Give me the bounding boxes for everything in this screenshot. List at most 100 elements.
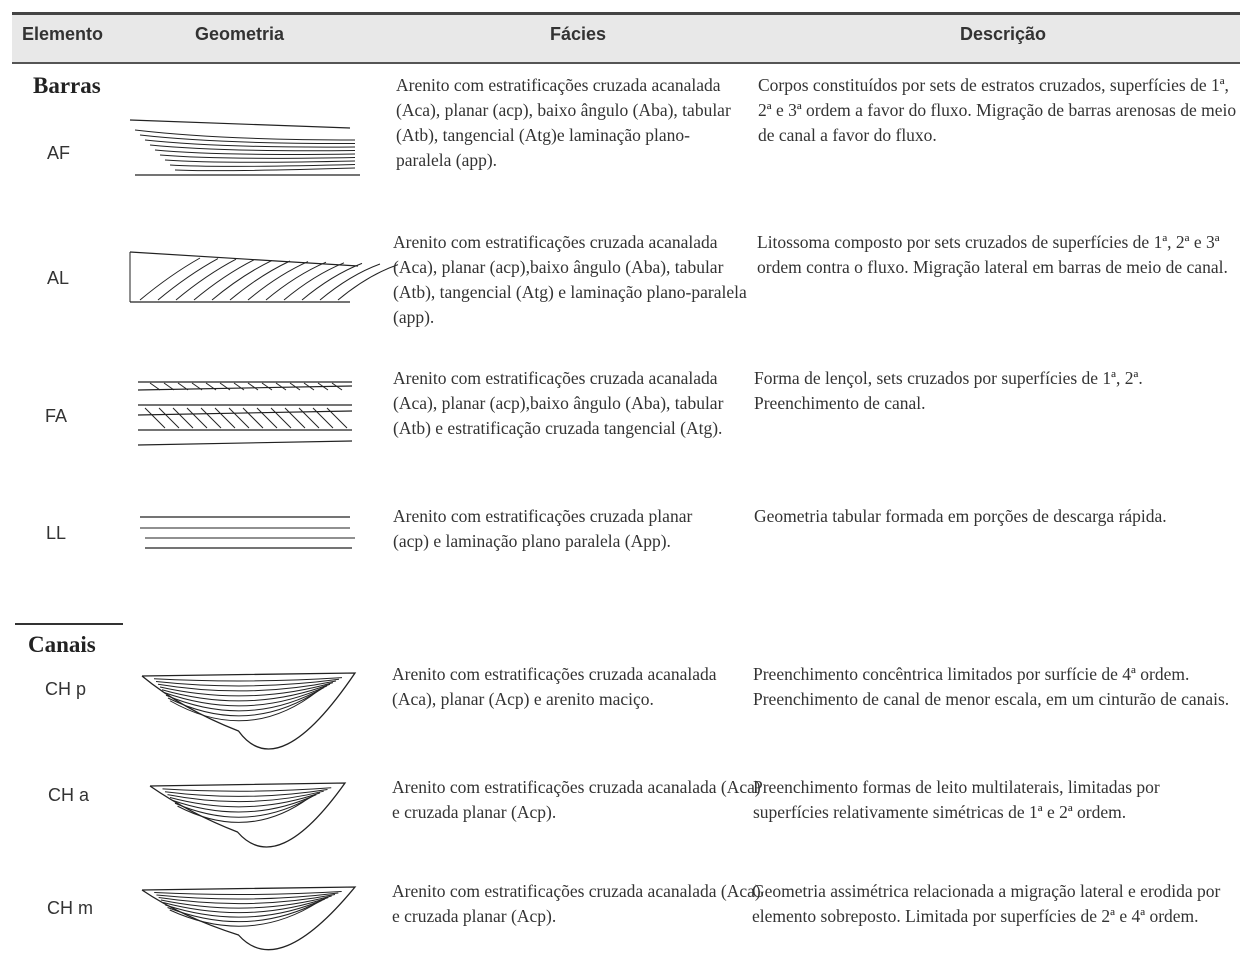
sketch-line <box>261 382 273 391</box>
column-header: Geometria <box>195 24 285 44</box>
sketch-line <box>301 262 363 301</box>
sketch-line <box>228 407 250 429</box>
sketch-line <box>193 259 255 301</box>
sketch-line <box>337 264 399 301</box>
sketch-line <box>275 382 287 391</box>
sketch-line <box>256 407 278 429</box>
element-label: AF <box>47 143 71 163</box>
sketch-line <box>200 407 222 429</box>
sketch-line <box>265 261 327 301</box>
description-text: Geometria assimétrica relacionada a migr… <box>752 881 1221 926</box>
sketch-line <box>177 797 310 823</box>
facies-text: Arenito com estratificações cruzada acan… <box>392 881 761 926</box>
sketch-line <box>211 259 273 301</box>
sketch-line <box>233 382 245 391</box>
sketch-line <box>164 159 356 163</box>
sketch-line <box>157 680 337 692</box>
description-text: Corpos constituídos por sets de estratos… <box>758 75 1237 145</box>
sketch-line <box>154 149 356 155</box>
sketch-line <box>139 257 201 301</box>
column-header: Elemento <box>22 24 104 44</box>
element-label: AL <box>47 268 70 288</box>
sketch-line <box>160 895 332 909</box>
element-label: CH a <box>48 785 90 805</box>
sketch-line <box>214 407 236 429</box>
sketch-line <box>158 407 180 429</box>
sketch-line <box>167 900 322 923</box>
facies-text: Arenito com estratificações cruzada plan… <box>393 506 693 551</box>
sketch-line <box>284 407 306 429</box>
sketch-line <box>149 144 356 152</box>
sketch-line <box>165 687 325 712</box>
column-header: Descrição <box>960 24 1047 44</box>
facies-text: Arenito com estratificações cruzada acan… <box>393 368 724 438</box>
facies-text: Arenito com estratificações cruzada acan… <box>392 664 717 709</box>
sketch-line <box>165 898 326 918</box>
sketch-line <box>167 790 324 803</box>
facies-text: Arenito com estratificações cruzada acan… <box>393 232 747 327</box>
sketch-line <box>191 382 203 391</box>
sketch-line <box>270 407 292 429</box>
sketch-line <box>141 886 357 951</box>
description-text: Preenchimento formas de leito multilater… <box>753 777 1160 822</box>
sketch-line <box>149 382 161 391</box>
sketch-line <box>154 891 342 896</box>
sketch-line <box>242 407 264 429</box>
element-label: CH p <box>45 679 87 699</box>
sketch-line <box>303 382 315 391</box>
sketch-line <box>298 407 320 429</box>
sketch-line <box>174 167 356 172</box>
sketch-line <box>156 892 339 900</box>
sketch-line <box>177 382 189 391</box>
sketch-line <box>153 677 343 682</box>
header-band <box>12 12 1240 64</box>
sketch-line <box>247 382 259 391</box>
sketch-line <box>229 260 291 301</box>
sketch-line <box>163 382 175 391</box>
sketch-line <box>317 382 329 391</box>
sketch-line <box>129 251 359 267</box>
sketch-line <box>144 139 356 148</box>
sketch-line <box>155 678 340 687</box>
sketch-line <box>283 262 345 301</box>
sketch-line <box>169 690 319 722</box>
sketch-line <box>139 134 356 145</box>
sketch-line <box>169 792 321 808</box>
separator <box>15 623 123 625</box>
description-text: Forma de lençol, sets cruzados por super… <box>754 368 1143 413</box>
sketch-line <box>137 440 353 446</box>
sketch-line <box>205 382 217 391</box>
sketch-line <box>157 258 219 301</box>
sketch-line <box>137 385 353 391</box>
sketch-line <box>175 258 237 301</box>
sketch-line <box>172 794 317 813</box>
sketch-line <box>289 382 301 391</box>
sketch-line <box>164 788 328 797</box>
sketch-line <box>169 164 356 167</box>
sketch-line <box>319 263 381 301</box>
group-title: Barras <box>33 73 101 98</box>
description-text: Preenchimento concêntrica limitados por … <box>753 664 1230 709</box>
sketch-line <box>167 688 322 717</box>
element-label: CH m <box>47 898 93 918</box>
sketch-line <box>163 685 328 707</box>
sketch-line <box>169 901 319 927</box>
sketch-line <box>331 382 343 391</box>
facies-text: Arenito com estratificações cruzada acan… <box>396 75 731 170</box>
element-label: LL <box>46 523 67 543</box>
sketch-line <box>134 129 356 141</box>
description-text: Geometria tabular formada em porções de … <box>754 506 1167 526</box>
sketch-line <box>159 682 334 697</box>
facies-text: Arenito com estratificações cruzada acan… <box>392 777 761 822</box>
sketch-line <box>219 382 231 391</box>
sketch-line <box>144 407 166 429</box>
sketch-line <box>312 407 334 429</box>
sketch-line <box>129 119 351 129</box>
sketch-line <box>162 787 332 792</box>
sketch-line <box>161 683 331 702</box>
description-text: Litossoma composto por sets cruzados de … <box>757 232 1228 277</box>
sketch-line <box>247 261 309 301</box>
column-header: Fácies <box>550 24 607 44</box>
